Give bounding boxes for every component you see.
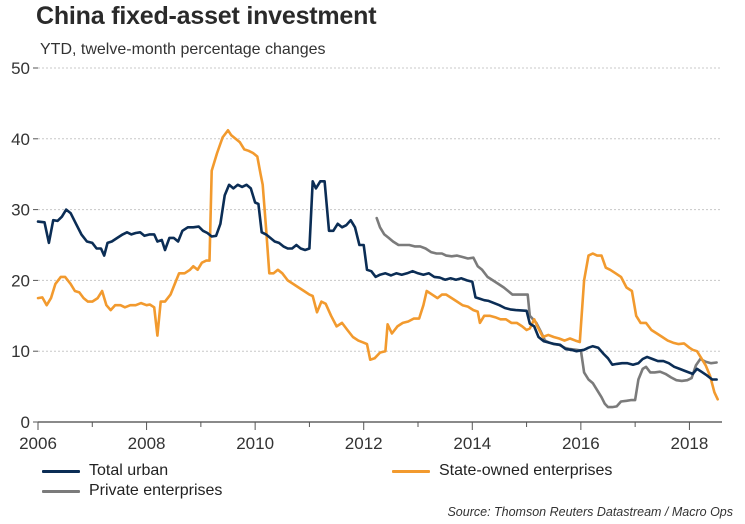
series-lines <box>36 129 719 409</box>
series-line-total-urban <box>36 180 718 381</box>
x-tick-label-2008: 2008 <box>128 434 166 453</box>
y-tick-label-0: 0 <box>21 413 30 432</box>
x-tick-label-2014: 2014 <box>453 434 491 453</box>
x-tick-label-2018: 2018 <box>671 434 709 453</box>
y-tick-label-20: 20 <box>11 271 30 290</box>
x-tick-label-2010: 2010 <box>236 434 274 453</box>
chart-title: China fixed-asset investment <box>36 2 377 30</box>
x-tick-label-2006: 2006 <box>19 434 57 453</box>
axes: 0 10 20 30 40 50 2006 2008 2010 2012 2014 2016 2018 <box>11 59 722 453</box>
y-tick-label-30: 30 <box>11 201 30 220</box>
y-tick-label-40: 40 <box>11 130 30 149</box>
source-note: Source: Thomson Reuters Datastream / Mac… <box>447 505 733 519</box>
gridlines <box>38 67 722 352</box>
y-tick-label-50: 50 <box>11 59 30 78</box>
series-line-state-owned-enterprises <box>36 129 719 401</box>
y-tick-label-10: 10 <box>11 342 30 361</box>
x-tick-label-2012: 2012 <box>345 434 383 453</box>
x-tick-label-2016: 2016 <box>562 434 600 453</box>
series-line-private-enterprises <box>375 216 718 409</box>
chart-subtitle: YTD, twelve-month percentage changes <box>40 41 326 58</box>
